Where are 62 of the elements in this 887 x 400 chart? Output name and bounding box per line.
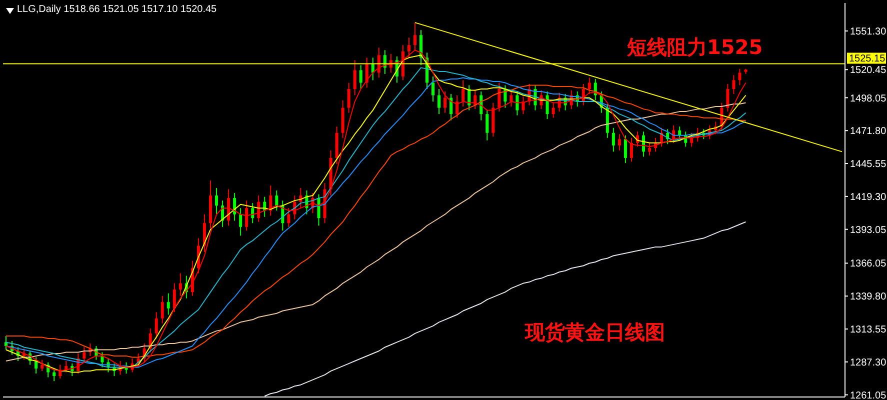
candlestick [726,83,730,112]
candlestick [202,214,206,252]
candlestick [732,74,736,95]
y-tick-label: 1520.45 [850,65,887,76]
y-tick-label: 1419.30 [850,192,887,203]
candlestick [239,208,242,236]
candlestick [546,91,549,120]
annotation: 现货黄金日线图 [525,319,665,346]
candlestick [444,91,447,114]
candlestick [462,80,465,108]
candlestick [287,208,290,228]
y-tick-label: 1471.80 [850,126,887,138]
candlestick [678,126,682,140]
y-tick-label: 1366.05 [850,258,887,270]
candlestick [172,282,176,313]
y-tick-label: 1393.05 [850,224,887,236]
candlestick [498,82,501,112]
candlestick [456,94,459,118]
candlestick [432,76,435,102]
y-tick-label: 1445.55 [850,159,887,170]
ref-line-label: 1525.15 [849,54,886,65]
candlestick [160,295,164,324]
candlestick [450,94,453,121]
y-tick-label: 1551.30 [850,26,887,38]
candlestick [522,96,525,115]
candlestick [251,202,254,224]
chart-title: LLG,Daily 1518.66 1521.05 1517.10 1520.45 [17,4,217,15]
candlestick [154,312,158,339]
annotation: 短线阻力1525 [627,34,763,61]
candlestick [738,68,742,86]
y-tick-label: 1261.05 [850,390,887,400]
candlestick [438,88,441,115]
candlestick [516,91,519,116]
y-tick-label: 1287.30 [850,357,887,368]
candlestick [624,134,627,164]
candlestick [82,346,86,363]
candlestick [34,356,38,374]
candlestick [510,90,513,108]
candlestick [618,134,621,151]
candlestick [648,142,652,156]
candlestick [486,110,489,141]
candlestick [612,127,615,152]
candlestick [552,102,555,118]
candlestick [275,190,278,212]
candlestick [359,64,362,90]
candlestick [371,57,374,81]
candlestick [245,200,248,232]
candlestick [178,272,182,296]
candlestick [588,77,591,95]
candlestick [630,137,633,162]
y-tick-label: 1313.55 [850,324,887,336]
candlestick [52,368,56,382]
candlestick [166,292,170,316]
candlestick [215,188,218,215]
candlestick [227,188,230,226]
y-tick-label: 1498.05 [850,93,887,104]
y-tick-label: 1339.80 [850,292,887,303]
line-series [264,221,746,397]
candlestick [690,132,694,148]
candlestick [353,60,356,96]
candlestick [100,352,104,368]
candlestick [347,82,350,114]
